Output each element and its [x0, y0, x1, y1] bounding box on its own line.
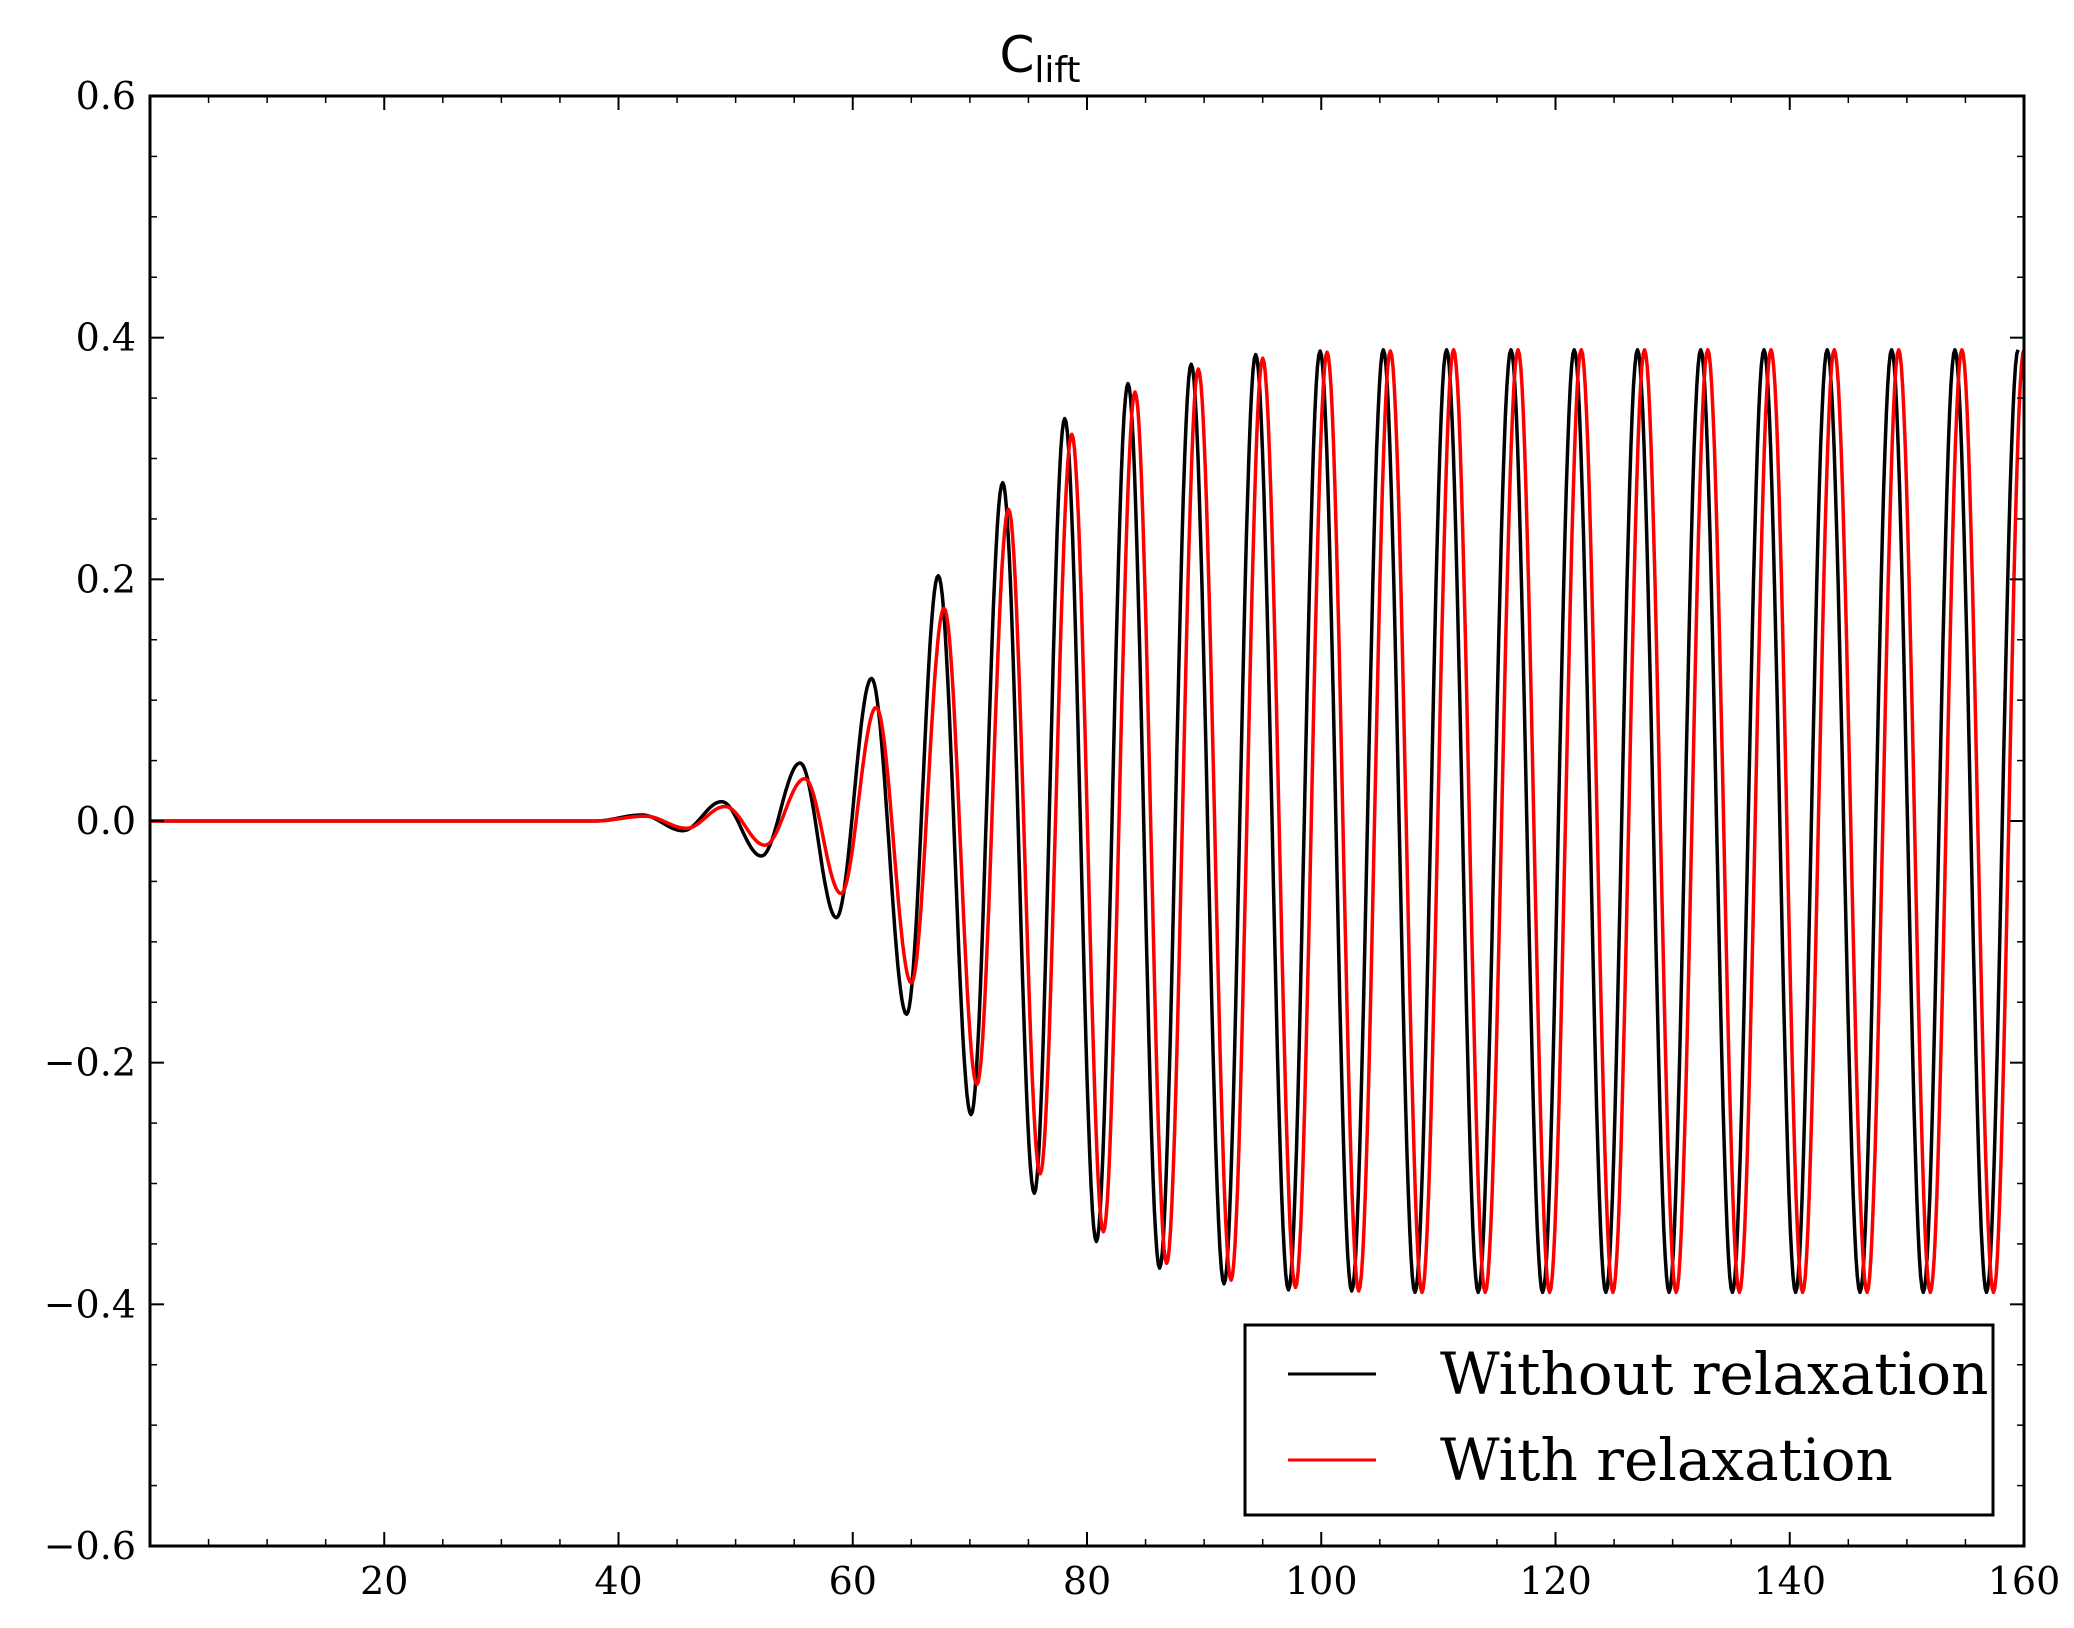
y-tick-label: 0.4	[76, 316, 136, 360]
x-tick-label: 60	[829, 1559, 877, 1603]
x-tick-label: 40	[594, 1559, 642, 1603]
x-tick-label: 20	[360, 1559, 408, 1603]
x-tick-label: 140	[1753, 1559, 1826, 1603]
x-tick-label: 120	[1519, 1559, 1592, 1603]
legend: Without relaxation With relaxation	[1243, 1323, 1995, 1517]
y-tick-label: −0.6	[44, 1524, 136, 1568]
series-line-with-relaxation	[150, 348, 2024, 1295]
y-tick-label: 0.6	[76, 74, 136, 118]
series-line-without-relaxation	[150, 348, 2020, 1295]
x-tick-label: 100	[1285, 1559, 1358, 1603]
legend-label-with-relaxation: With relaxation	[1440, 1426, 1893, 1494]
y-tick-label: −0.2	[44, 1041, 136, 1085]
legend-frame	[1243, 1323, 1995, 1517]
y-tick-label: 0.2	[76, 557, 136, 601]
legend-label-without-relaxation: Without relaxation	[1440, 1340, 1988, 1408]
x-tick-label: 160	[1988, 1559, 2061, 1603]
x-tick-label: 80	[1063, 1559, 1111, 1603]
y-tick-label: −0.4	[44, 1282, 136, 1326]
y-tick-label: 0.0	[76, 799, 136, 843]
plot-area: 20 40 60 80 100 120 140 160 −0.6 −0.4 −0.2 0.0 0.2 0.…	[44, 74, 2061, 1603]
chart-title: Clift	[999, 26, 1080, 91]
